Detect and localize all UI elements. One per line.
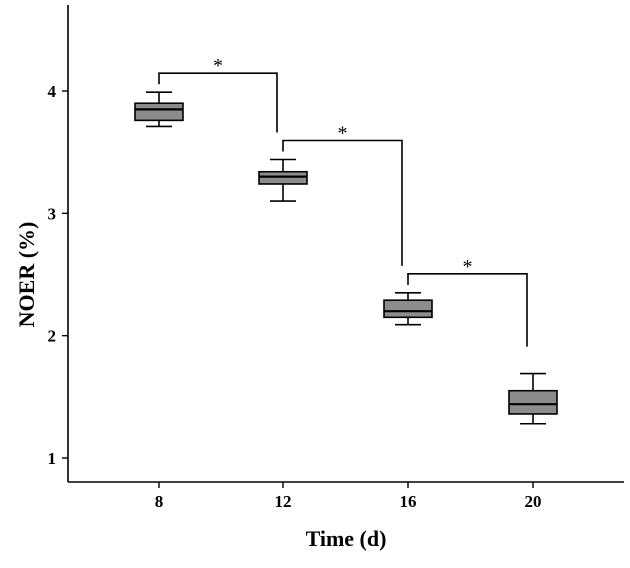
significance-bracket	[282, 139, 403, 266]
x-tick-label: 16	[400, 492, 417, 511]
box-iqr	[508, 389, 558, 415]
y-axis-title: NOER (%)	[14, 222, 39, 328]
significance-brackets: * * *	[158, 55, 528, 347]
y-tick-label: 1	[48, 449, 57, 468]
significance-star: *	[213, 55, 223, 77]
box-iqr	[134, 102, 184, 122]
x-tick-label: 8	[155, 492, 164, 511]
y-tick-label: 2	[48, 327, 57, 346]
box-16	[383, 292, 433, 326]
x-tick-label: 12	[275, 492, 292, 511]
box-iqr	[258, 170, 308, 185]
y-ticks: 1 2 3 4	[48, 82, 68, 468]
box-20	[508, 372, 558, 425]
box-12	[258, 158, 308, 202]
x-ticks: 8 12 16 20	[155, 482, 542, 511]
x-axis-title: Time (d)	[306, 526, 387, 551]
box-iqr	[383, 299, 433, 319]
boxes	[134, 91, 558, 425]
y-tick-label: 3	[48, 204, 57, 223]
y-tick-label: 4	[48, 82, 57, 101]
x-tick-label: 20	[525, 492, 542, 511]
box-8	[134, 91, 184, 128]
significance-star: *	[338, 123, 348, 145]
significance-bracket	[158, 72, 278, 133]
significance-star: *	[463, 256, 473, 278]
significance-bracket	[407, 273, 528, 347]
